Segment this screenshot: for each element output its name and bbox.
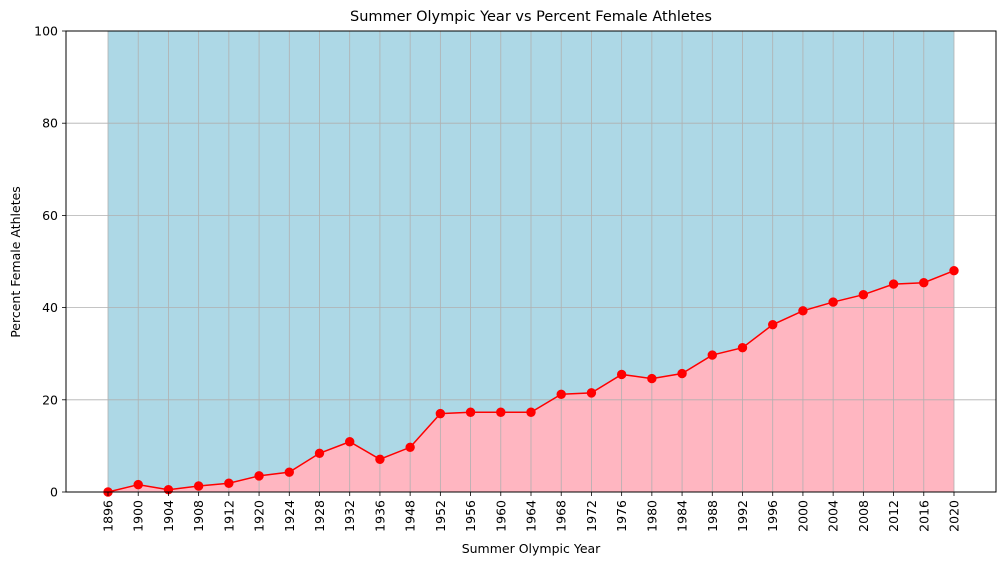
x-tick-label: 1900 — [131, 500, 146, 532]
data-point — [345, 437, 355, 447]
y-axis: 0 20 40 60 80 100 — [34, 24, 66, 500]
data-point — [798, 306, 808, 316]
x-tick-label: 1984 — [675, 500, 690, 532]
x-tick-label: 1980 — [644, 500, 659, 532]
y-axis-label: Percent Female Athletes — [8, 186, 23, 338]
x-tick-label: 1960 — [493, 500, 508, 532]
x-tick-label: 1976 — [614, 500, 629, 532]
data-point — [314, 448, 325, 458]
x-tick-label: 1956 — [463, 500, 478, 532]
x-tick-label: 1988 — [705, 500, 720, 532]
data-point — [858, 289, 869, 300]
data-point — [405, 442, 415, 452]
x-tick-label: 2012 — [886, 500, 901, 532]
x-tick-label: 2008 — [856, 500, 871, 532]
x-tick-label: 1972 — [584, 500, 599, 532]
chart-title: Summer Olympic Year vs Percent Female At… — [350, 9, 712, 25]
x-tick-label: 1924 — [282, 500, 297, 532]
y-tick-label: 80 — [42, 116, 58, 131]
x-tick-label: 1992 — [735, 500, 750, 532]
x-tick-label: 1928 — [312, 500, 327, 532]
x-tick-label: 1896 — [101, 500, 116, 532]
x-tick-label: 1912 — [221, 500, 236, 532]
data-point — [949, 266, 959, 276]
data-point — [224, 478, 234, 488]
x-tick-label: 2004 — [826, 500, 841, 532]
data-point — [586, 388, 597, 398]
x-tick-label: 1936 — [372, 500, 387, 532]
x-axis-label: Summer Olympic Year — [462, 541, 601, 556]
data-point — [284, 467, 294, 477]
x-tick-label: 1904 — [161, 500, 176, 532]
x-axis: 1896 1900 1904 1908 1912 1920 1924 1928 1932 1936… — [101, 492, 962, 532]
x-tick-label: 1996 — [765, 500, 780, 532]
y-tick-label: 60 — [42, 208, 58, 223]
data-point — [768, 319, 778, 330]
data-point — [616, 369, 627, 380]
x-tick-label: 1964 — [524, 500, 539, 532]
y-tick-label: 0 — [50, 485, 58, 500]
series-layer — [103, 266, 959, 497]
data-point — [465, 407, 476, 417]
data-point — [133, 479, 143, 490]
x-tick-label: 2000 — [795, 500, 810, 532]
y-tick-label: 20 — [42, 392, 58, 407]
data-point — [737, 343, 748, 353]
y-tick-label: 100 — [34, 24, 58, 39]
data-point — [496, 407, 506, 417]
x-tick-label: 1932 — [342, 500, 357, 532]
data-point — [526, 407, 536, 417]
data-point — [919, 278, 929, 288]
x-tick-label: 1948 — [403, 500, 418, 532]
y-tick-label: 40 — [42, 300, 58, 315]
data-point — [888, 279, 899, 289]
data-point — [254, 471, 264, 481]
data-point — [828, 297, 838, 307]
data-point — [707, 350, 717, 360]
data-point — [193, 481, 204, 491]
data-point — [677, 368, 687, 379]
x-tick-label: 1908 — [191, 500, 206, 532]
data-point — [435, 408, 446, 419]
x-tick-label: 1920 — [252, 500, 267, 532]
data-point — [647, 373, 657, 384]
data-point — [556, 389, 566, 399]
x-tick-label: 1952 — [433, 500, 448, 532]
x-tick-label: 2020 — [947, 500, 962, 532]
x-tick-label: 1968 — [554, 500, 569, 532]
data-point — [375, 454, 385, 464]
x-tick-label: 2016 — [916, 500, 931, 532]
